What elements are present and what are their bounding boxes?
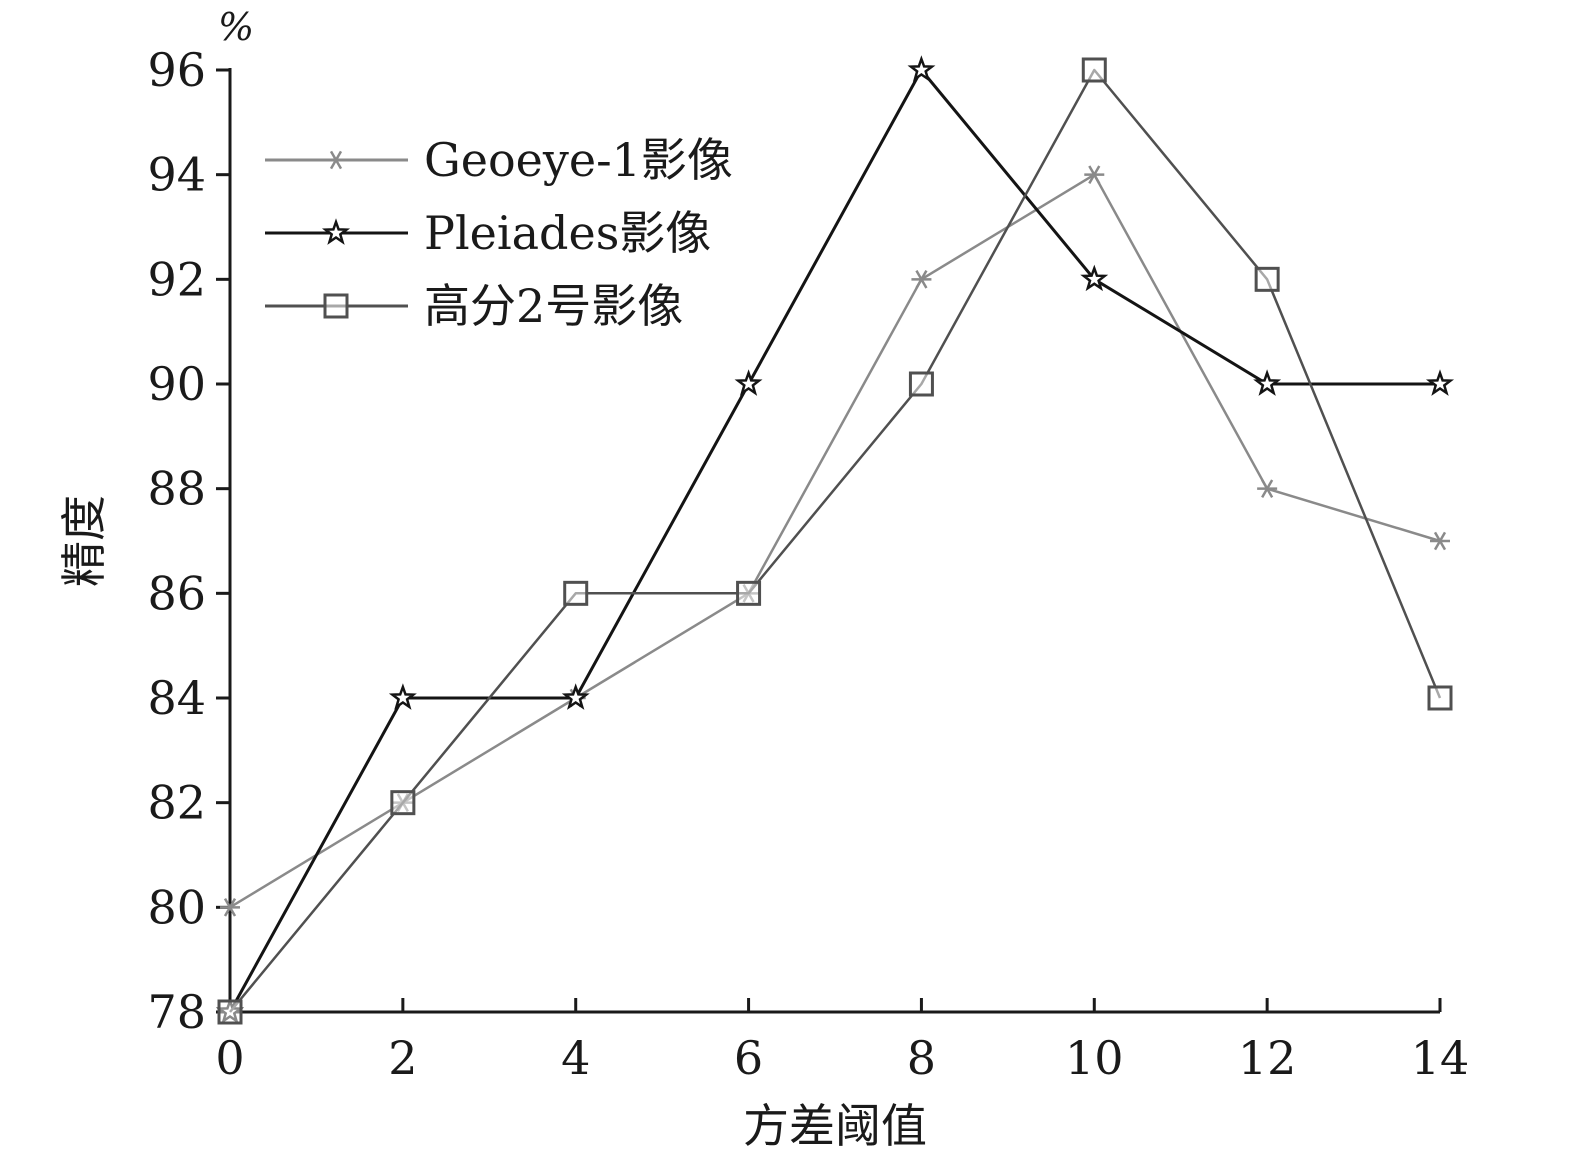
data-point [561,683,590,710]
asterisk-stroke [1433,531,1447,551]
x-axis-title: 方差阈值 [743,1099,927,1152]
data-point [217,999,243,1025]
asterisk-stroke [223,898,237,917]
data-point [1430,531,1450,551]
data-point [1080,264,1109,292]
x-tick-label: 6 [734,1031,763,1085]
axes [228,68,1440,1014]
data-point [734,369,763,396]
series-line [228,68,1440,1013]
x-tick-label: 2 [388,1031,417,1085]
asterisk-stroke [1261,479,1274,498]
legend-item: Geoeye-1影像 [265,133,733,187]
x-tick-label: 14 [1411,1031,1470,1085]
marker-asterisk [326,150,346,170]
asterisk-stroke [329,150,343,170]
series-line [229,173,1441,909]
data-point [736,580,762,606]
data-point [911,270,932,289]
series-3 [217,57,1453,1025]
y-tick-label: 92 [147,252,206,306]
y-tick-label: 94 [147,148,206,202]
y-ticks: 78 80 82 84 86 88 90 92 94 96 [147,43,230,1039]
series-line [229,68,1442,1013]
y-tick-label: 90 [147,357,206,411]
data-point [1257,479,1278,498]
marker-square [323,293,349,319]
y-tick-label: 84 [147,671,206,725]
legend-label: 高分2号影像 [424,279,683,333]
marker-star [321,218,351,245]
data-point [1081,57,1107,83]
x-tick-label: 4 [561,1031,590,1085]
x-tick-label: 12 [1238,1031,1297,1085]
x-tick-label: 10 [1065,1031,1124,1085]
data-point [1427,685,1453,711]
y-tick-label: 96 [147,43,206,97]
asterisk-stroke [1088,165,1101,184]
data-point [220,898,240,917]
legend-label: Geoeye-1影像 [424,133,733,187]
legend-label: Pleiades影像 [424,206,711,260]
y-tick-label: 82 [147,776,206,830]
data-point [390,790,416,816]
series-2 [215,55,1455,1024]
data-point [1425,369,1455,396]
data-point [1254,266,1280,292]
data-point [388,683,417,710]
x-tick-label: 8 [907,1031,936,1085]
y-unit-label: % [218,5,254,49]
data-point [907,55,936,82]
legend-item: 高分2号影像 [265,279,683,333]
y-tick-label: 86 [147,566,206,620]
x-tick-label: 0 [215,1031,244,1085]
y-tick-label: 78 [147,985,206,1039]
asterisk-stroke [915,270,928,289]
data-point [908,371,934,397]
data-point [1084,165,1105,184]
legend-item: Pleiades影像 [265,206,711,260]
data-point [563,580,589,606]
y-axis-title: 精度 [57,495,111,587]
series-layer [215,55,1455,1025]
y-tick-label: 88 [147,462,206,516]
data-point [1253,369,1282,396]
y-tick-label: 80 [147,880,206,934]
